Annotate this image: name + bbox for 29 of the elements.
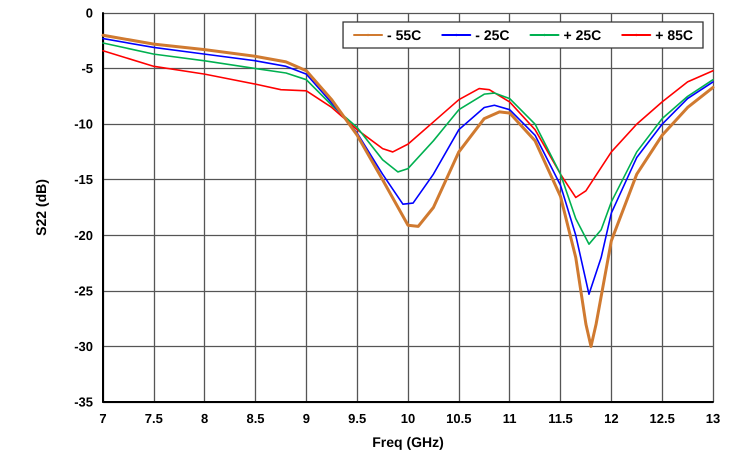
- x-tick-label: 8: [201, 411, 208, 426]
- legend-label: + 85C: [655, 27, 693, 43]
- x-tick-label: 10: [400, 411, 416, 426]
- x-tick-label: 9: [302, 411, 310, 426]
- y-tick-label: -25: [74, 283, 93, 298]
- y-tick-label: -15: [74, 172, 93, 188]
- y-tick-label: -35: [74, 394, 93, 410]
- y-tick-label: 0: [86, 6, 93, 20]
- x-tick-label: 9.5: [348, 411, 366, 426]
- x-tick-label: 7: [99, 411, 107, 426]
- x-tick-label: 12: [604, 411, 619, 426]
- x-tick-label: 12.5: [650, 411, 675, 426]
- legend-label: - 25C: [475, 27, 510, 43]
- x-axis-title: Freq (GHz): [372, 434, 444, 450]
- x-tick-label: 11: [502, 411, 517, 426]
- line-series: [102, 50, 714, 198]
- legend-label: + 25C: [564, 27, 602, 43]
- x-tick-label: 8.5: [246, 411, 265, 426]
- x-tick-label: 10.5: [446, 411, 472, 426]
- y-tick-label: -30: [74, 338, 93, 354]
- y-tick-label: -20: [74, 228, 93, 243]
- x-tick-label: 13: [706, 411, 720, 426]
- line-series: [102, 42, 714, 245]
- y-tick-label: -5: [81, 61, 93, 76]
- legend-label: - 55C: [387, 27, 422, 43]
- y-axis-title: S22 (dB): [33, 179, 49, 236]
- y-tick-label: -10: [74, 116, 93, 132]
- x-tick-label: 11.5: [548, 411, 573, 426]
- x-tick-label: 7.5: [144, 411, 163, 426]
